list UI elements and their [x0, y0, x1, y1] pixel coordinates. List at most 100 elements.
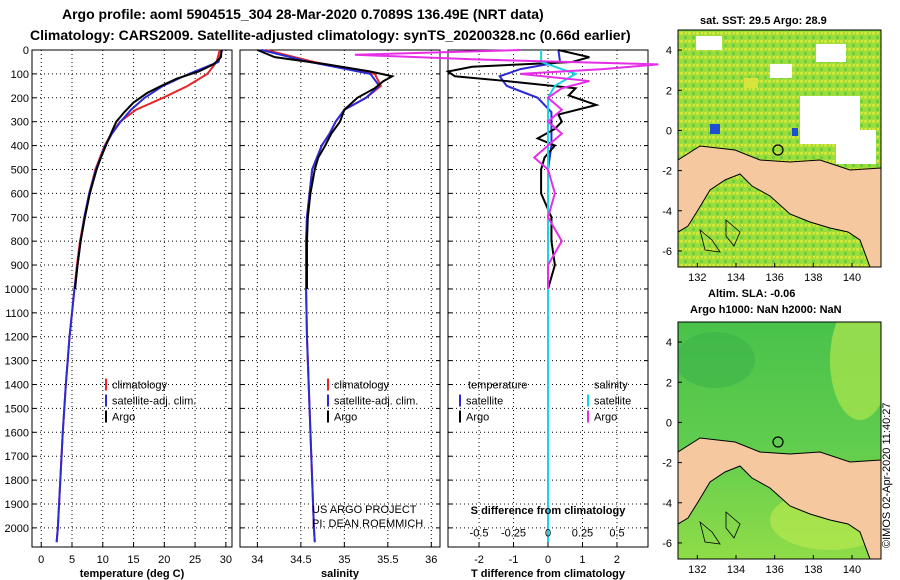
x-tick-label: 1	[579, 554, 585, 566]
legend-label: Argo	[594, 412, 617, 424]
figure-title-line1: Argo profile: aoml 5904515_304 28-Mar-20…	[62, 6, 544, 22]
legend-header: salinity	[594, 380, 628, 392]
watermark: ©IMOS 02-Apr-2020 11:40:27	[881, 403, 893, 548]
sla-map-subtitle: Argo h1000: NaN h2000: NaN	[690, 304, 842, 316]
profile-panels: 0100200300400500600700800900100011001200…	[5, 45, 659, 580]
y-tick-label: 1600	[5, 427, 29, 439]
series-line	[261, 49, 381, 543]
map-x-tick-label: 136	[765, 272, 783, 284]
map-y-tick-label: -6	[662, 538, 672, 550]
map-x-tick-label: 136	[765, 564, 783, 576]
legend-label: climatology	[112, 380, 168, 392]
salinity-profile: 34 34.5 35 35.5 36 salinity climatology satelli…	[239, 49, 441, 580]
y-tick-label: 1800	[5, 475, 29, 487]
x-tick-label: 25	[189, 554, 201, 566]
credit-line1: US ARGO PROJECT	[312, 504, 417, 516]
sla-map-title: Altim. SLA: -0.06	[708, 288, 795, 300]
temperature-profile: 0100200300400500600700800900100011001200…	[5, 45, 233, 580]
x-tick-label: 35.5	[377, 554, 398, 566]
map-x-tick-label: 138	[804, 564, 822, 576]
salinity-tick-label: 0.25	[572, 528, 593, 540]
plot-frame	[447, 49, 649, 548]
x-tick-label: 10	[97, 554, 109, 566]
sst-map: sat. SST: 29.5 Argo: 28.9 132 134 136 138 14…	[662, 15, 882, 284]
map-x-tick-label: 140	[843, 564, 861, 576]
y-tick-label: 500	[11, 164, 29, 176]
y-tick-label: 600	[11, 188, 29, 200]
legend-label: Argo	[334, 412, 357, 424]
x-tick-label: 0	[545, 554, 551, 566]
map-y-tick-label: 2	[666, 85, 672, 97]
salinity-tick-label: 0	[545, 528, 551, 540]
y-tick-label: 400	[11, 141, 29, 153]
figure-title-line2: Climatology: CARS2009. Satellite-adjuste…	[30, 27, 631, 43]
map-y-tick-label: -4	[662, 206, 672, 218]
y-tick-label: 1300	[5, 356, 29, 368]
series-line	[55, 49, 221, 543]
x-tick-label: -1	[509, 554, 519, 566]
x-tick-label: 2	[614, 554, 620, 566]
plot-frame	[239, 49, 441, 548]
land-new-guinea-2	[678, 437, 881, 559]
series-line	[265, 49, 383, 543]
difference-profile: -2 -1 0 1 2 T difference from climatology temp…	[354, 49, 659, 580]
y-tick-label: 1500	[5, 403, 29, 415]
land-new-guinea	[678, 145, 881, 267]
y-tick-label: 300	[11, 117, 29, 129]
y-tick-label: 800	[11, 236, 29, 248]
credit: US ARGO PROJECT PI: DEAN ROEMMICH	[312, 504, 423, 530]
series-line	[55, 49, 224, 543]
legend-label: Argo	[112, 412, 135, 424]
map-y-tick-label: -2	[662, 458, 672, 470]
map-y-tick-label: -4	[662, 498, 672, 510]
map-y-tick-label: 2	[666, 377, 672, 389]
x-tick-label: 36	[425, 554, 437, 566]
x-axis-label: T difference from climatology	[471, 568, 626, 580]
x-tick-label: 34	[251, 554, 263, 566]
y-tick-label: 900	[11, 260, 29, 272]
x-tick-label: 30	[220, 554, 232, 566]
salinity-tick-label: 0.5	[609, 528, 624, 540]
map-x-tick-label: 134	[727, 564, 745, 576]
series-line	[445, 49, 600, 290]
x-tick-label: 15	[127, 554, 139, 566]
map-y-tick-label: -2	[662, 166, 672, 178]
y-tick-label: 1000	[5, 284, 29, 296]
y-tick-label: 0	[23, 45, 29, 57]
salinity-tick-label: -0.25	[501, 528, 526, 540]
map-y-tick-label: -6	[662, 246, 672, 258]
y-tick-label: 100	[11, 69, 29, 81]
float-marker-2	[772, 436, 784, 448]
y-tick-label: 1400	[5, 380, 29, 392]
legend-label: satellite	[466, 396, 503, 408]
map-y-tick-label: 0	[666, 125, 672, 137]
legend-label: climatology	[334, 380, 390, 392]
sla-map: Altim. SLA: -0.06 Argo h1000: NaN h2000:…	[662, 288, 882, 576]
map-y-tick-label: 0	[666, 417, 672, 429]
legend-header: temperature	[468, 380, 527, 392]
legend-label: satellite-adj. clim.	[112, 396, 196, 408]
salinity-tick-label: -0.5	[470, 528, 489, 540]
x-tick-label: 20	[158, 554, 170, 566]
legend-label: Argo	[466, 412, 489, 424]
map-x-tick-label: 132	[688, 564, 706, 576]
x-axis-label: temperature (deg C)	[80, 568, 185, 580]
series-line	[74, 49, 223, 290]
x-tick-label: 34.5	[290, 554, 311, 566]
y-tick-label: 200	[11, 93, 29, 105]
map-x-tick-label: 138	[804, 272, 822, 284]
map-y-tick-label: 4	[666, 45, 672, 57]
legend-label: satellite-adj. clim.	[334, 396, 418, 408]
y-tick-label: 1100	[5, 308, 29, 320]
y-tick-label: 700	[11, 212, 29, 224]
x-tick-label: 5	[69, 554, 75, 566]
y-tick-label: 1200	[5, 332, 29, 344]
map-x-tick-label: 134	[727, 272, 745, 284]
float-marker	[772, 144, 784, 156]
x-tick-label: 0	[38, 554, 44, 566]
y-tick-label: 1900	[5, 499, 29, 511]
x-tick-label: -2	[474, 554, 484, 566]
credit-line2: PI: DEAN ROEMMICH	[312, 518, 423, 530]
map-x-tick-label: 140	[843, 272, 861, 284]
